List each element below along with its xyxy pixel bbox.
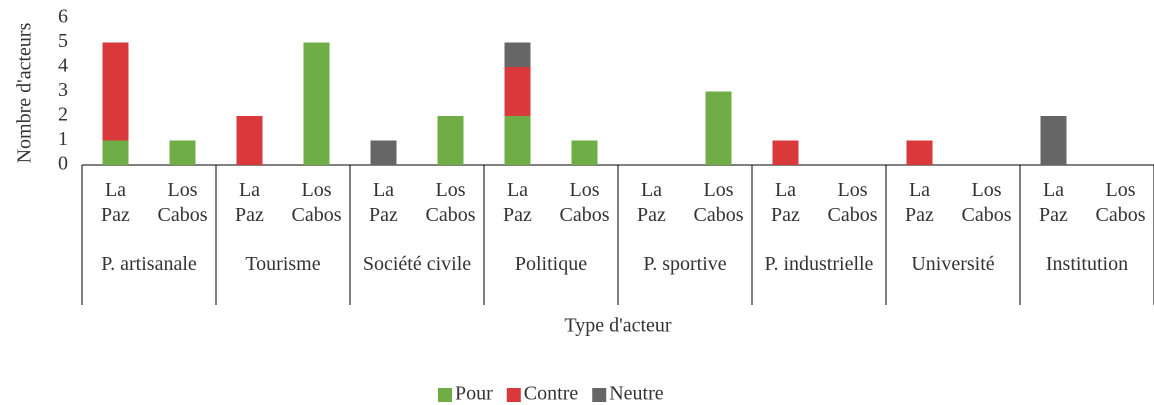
x-tick-label: Los Cabos [559, 179, 610, 226]
group-label: Tourisme [245, 253, 321, 275]
x-tick-label: La Paz [235, 179, 264, 226]
bar-segment [303, 42, 330, 165]
legend-swatch [438, 388, 452, 402]
y-tick-label: 1 [58, 128, 68, 150]
group-label: Société civile [362, 253, 472, 275]
bar-segment [772, 140, 799, 165]
legend-label: Neutre [609, 383, 664, 405]
bar-segment [102, 140, 129, 165]
y-tick-label: 4 [58, 55, 68, 77]
group-label: Université [911, 253, 995, 275]
x-tick-label: Los Cabos [693, 179, 744, 226]
x-tick-label: La Paz [771, 179, 800, 226]
group-label: P. artisanale [101, 253, 197, 275]
bar-segment [504, 116, 531, 165]
bar-segment [906, 140, 933, 165]
y-tick-label: 0 [58, 153, 68, 175]
x-tick-label: La Paz [1039, 179, 1068, 226]
bar-segment [169, 140, 196, 165]
y-axis-title: Nombre d'acteurs [14, 22, 36, 163]
y-tick-label: 3 [58, 79, 68, 101]
legend-label: Contre [524, 383, 579, 405]
bar-segment [370, 140, 397, 165]
group-label: P. sportive [643, 253, 727, 275]
group-label: Politique [514, 253, 588, 275]
x-tick-label: Los Cabos [1095, 179, 1146, 226]
x-tick-label: Los Cabos [961, 179, 1012, 226]
x-tick-label: Los Cabos [291, 179, 342, 226]
group-label: Institution [1045, 253, 1129, 275]
x-tick-label: La Paz [905, 179, 934, 226]
bar-segment [236, 116, 263, 165]
legend-label: Pour [455, 383, 493, 405]
bar-segment [437, 116, 464, 165]
bar-segment [705, 91, 732, 165]
bar-segment [1040, 116, 1067, 165]
group-label: P. industrielle [764, 253, 874, 275]
bar-segment [504, 42, 531, 67]
y-tick-label: 6 [58, 6, 68, 28]
legend-swatch [506, 388, 521, 402]
x-tick-label: Los Cabos [827, 179, 878, 226]
x-tick-label: Los Cabos [157, 179, 208, 226]
x-tick-label: La Paz [101, 179, 130, 226]
bar-segment [102, 42, 129, 141]
legend-swatch [592, 388, 607, 402]
y-tick-label: 2 [58, 104, 68, 126]
bar-segment [571, 140, 598, 165]
x-tick-label: La Paz [503, 179, 532, 226]
x-tick-label: La Paz [369, 179, 398, 226]
bar-segment [504, 67, 531, 116]
x-tick-label: La Paz [637, 179, 666, 226]
x-axis-title: Type d'acteur [564, 315, 671, 337]
y-tick-label: 5 [58, 30, 68, 52]
x-tick-label: Los Cabos [425, 179, 476, 226]
